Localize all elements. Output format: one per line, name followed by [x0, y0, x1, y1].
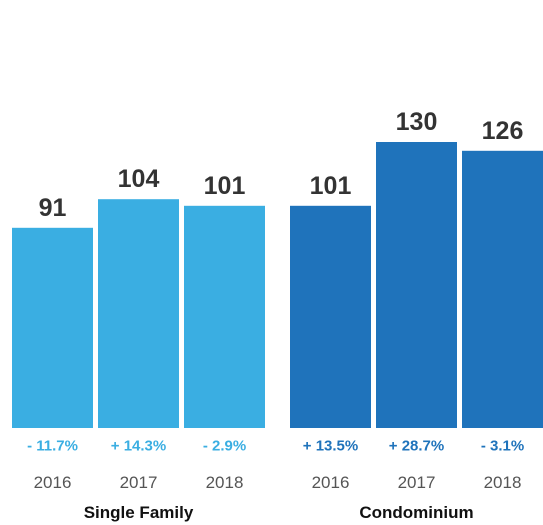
change-label-single-family-2017: + 14.3%	[111, 438, 166, 455]
bar-single-family-2016	[12, 227, 93, 428]
value-label-single-family-2018: 101	[204, 172, 246, 200]
bar-single-family-2017	[98, 199, 179, 428]
change-label-condominium-2016: + 13.5%	[303, 438, 358, 455]
group-label-single-family: Single Family	[84, 503, 194, 522]
value-label-single-family-2016: 91	[39, 194, 67, 222]
value-label-condominium-2016: 101	[310, 172, 352, 200]
change-label-condominium-2017: + 28.7%	[389, 438, 444, 455]
bar-single-family-2018	[184, 205, 265, 428]
tick-label-single-family-2017: 2017	[120, 473, 158, 492]
bar-condominium-2017	[376, 142, 457, 428]
value-label-condominium-2018: 126	[482, 117, 524, 145]
tick-label-condominium-2016: 2016	[312, 473, 350, 492]
value-label-single-family-2017: 104	[118, 165, 160, 193]
group-label-condominium: Condominium	[359, 503, 473, 522]
tick-label-condominium-2018: 2018	[484, 473, 522, 492]
change-label-single-family-2016: - 11.7%	[27, 438, 78, 455]
tick-label-single-family-2018: 2018	[206, 473, 244, 492]
tick-label-condominium-2017: 2017	[398, 473, 436, 492]
bar-condominium-2016	[290, 205, 371, 428]
tick-label-single-family-2016: 2016	[34, 473, 72, 492]
bar-condominium-2018	[462, 150, 543, 429]
change-label-condominium-2018: - 3.1%	[481, 438, 524, 455]
change-label-single-family-2018: - 2.9%	[203, 438, 246, 455]
value-label-condominium-2017: 130	[396, 108, 438, 136]
